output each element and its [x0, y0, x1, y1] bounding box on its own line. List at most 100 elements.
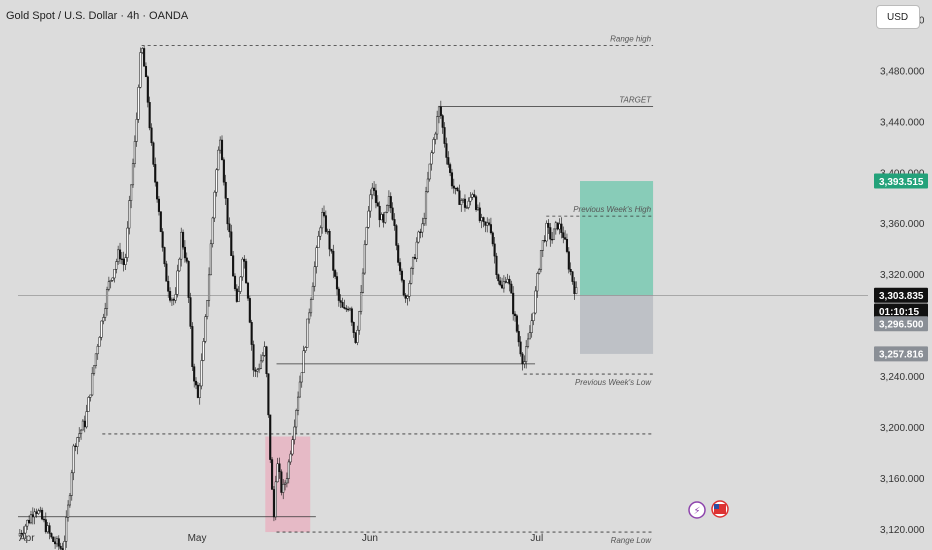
candle [63, 535, 66, 550]
candle-body [354, 332, 357, 343]
candle-body [80, 429, 83, 435]
candle [400, 268, 403, 283]
candle [152, 141, 155, 167]
candle [463, 194, 467, 212]
us-flag-stripes [714, 504, 726, 514]
candle [552, 228, 556, 240]
candle-body [493, 243, 496, 257]
candle-body [174, 294, 177, 301]
candle-body [541, 240, 544, 251]
candle [508, 275, 511, 292]
candle [560, 217, 563, 239]
candle [300, 372, 303, 388]
candle-body [426, 178, 429, 193]
candle [61, 542, 64, 550]
candle-body [139, 52, 142, 88]
candle-body [118, 249, 122, 260]
candle [80, 429, 83, 440]
candle [276, 457, 279, 483]
candle-body [89, 394, 92, 398]
candle-body [315, 247, 318, 268]
candle [174, 287, 177, 304]
candle-body [502, 281, 505, 289]
candle-body [228, 223, 231, 233]
candle [18, 528, 21, 537]
candle [89, 394, 92, 402]
candle [452, 178, 455, 194]
candle-body [473, 194, 476, 197]
candle [157, 196, 160, 216]
price-tags-layer: 3,393.515 3,303.835 01:10:15 3,296.500 3,257… [874, 173, 928, 362]
candle [447, 151, 450, 168]
candle-body [35, 511, 38, 514]
candle [55, 536, 58, 548]
candle-body [44, 519, 47, 533]
currency-button[interactable]: USD [876, 5, 920, 29]
candle [502, 275, 505, 293]
candle-body [389, 196, 392, 209]
candle [347, 306, 350, 312]
candle [321, 207, 324, 234]
long-stop-zone[interactable] [580, 295, 654, 354]
candle-body [350, 308, 353, 323]
candle [137, 84, 140, 123]
candle-body [374, 190, 377, 203]
candle [499, 276, 502, 287]
candle [271, 457, 274, 490]
candle [309, 297, 313, 317]
candle-body [382, 214, 385, 223]
candle-body [482, 217, 485, 223]
zones-layer [265, 181, 654, 533]
candle-body [282, 484, 285, 493]
candle [118, 242, 122, 264]
prev-week-low-label: Previous Week's Low [575, 378, 652, 387]
candle [460, 198, 463, 212]
candle [471, 192, 474, 201]
candle [193, 363, 196, 388]
y-tick-label: 3,200.000 [880, 423, 925, 434]
candle [462, 198, 465, 203]
candle [20, 529, 23, 538]
candle [143, 46, 146, 67]
y-tick-label: 3,160.000 [880, 474, 925, 485]
long-target-zone[interactable] [580, 181, 654, 296]
candle-body [515, 315, 518, 332]
candle-body [122, 258, 125, 265]
candle [361, 268, 365, 294]
candle [78, 427, 81, 443]
y-tick-label: 3,320.000 [880, 270, 925, 281]
candle-body [371, 187, 374, 196]
candle [232, 251, 235, 277]
candle [215, 168, 218, 197]
candle [280, 469, 283, 496]
candle-body [248, 298, 251, 323]
candle-body [358, 311, 361, 331]
lightning-icon[interactable] [688, 501, 706, 519]
candle-body [365, 227, 368, 245]
candle [259, 354, 263, 370]
candle-body [445, 143, 448, 158]
candle-body [319, 227, 322, 237]
candle [109, 279, 112, 289]
candle [141, 47, 144, 55]
candle-body [20, 533, 23, 535]
candle [74, 443, 77, 452]
candle-body [67, 504, 70, 518]
candle [222, 157, 225, 186]
candle-body [324, 215, 327, 232]
candle [491, 231, 494, 247]
candle [306, 318, 309, 348]
candle-body [402, 279, 405, 296]
candle-body [517, 331, 520, 343]
candle [526, 333, 530, 349]
candle-body [169, 291, 172, 301]
candle [46, 522, 49, 534]
candle [237, 286, 240, 302]
candle [41, 507, 44, 521]
candle [428, 163, 431, 182]
candle [272, 486, 275, 522]
candle-body [152, 142, 155, 165]
candle [334, 268, 337, 280]
target-price-tag [874, 173, 928, 189]
